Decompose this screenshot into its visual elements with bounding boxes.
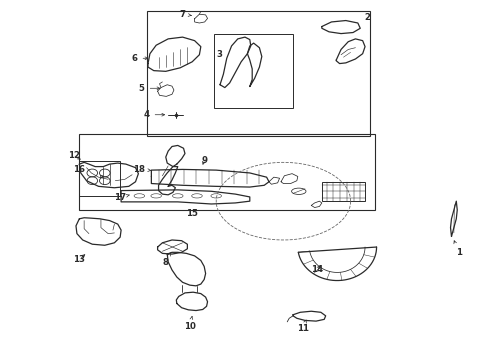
Text: 3: 3 [217,50,222,59]
Text: 17: 17 [114,193,129,202]
Text: 8: 8 [163,253,171,267]
Bar [214,33,293,108]
Text: 4: 4 [144,110,165,119]
Text: 18: 18 [133,165,151,174]
Bar [79,134,375,210]
Text: 14: 14 [311,265,323,274]
Text: 15: 15 [186,209,198,218]
Text: 12: 12 [69,151,80,160]
Text: 13: 13 [74,255,85,264]
Text: 9: 9 [201,156,207,165]
Text: 6: 6 [131,54,148,63]
Text: 5: 5 [139,84,160,93]
Text: 2: 2 [365,13,370,22]
Text: 1: 1 [454,241,462,257]
Bar [79,161,120,196]
Text: 16: 16 [74,165,85,174]
Bar [147,11,370,136]
Text: 10: 10 [184,316,196,331]
Text: 11: 11 [296,320,309,333]
Text: 7: 7 [179,10,191,19]
Bar [322,182,365,201]
